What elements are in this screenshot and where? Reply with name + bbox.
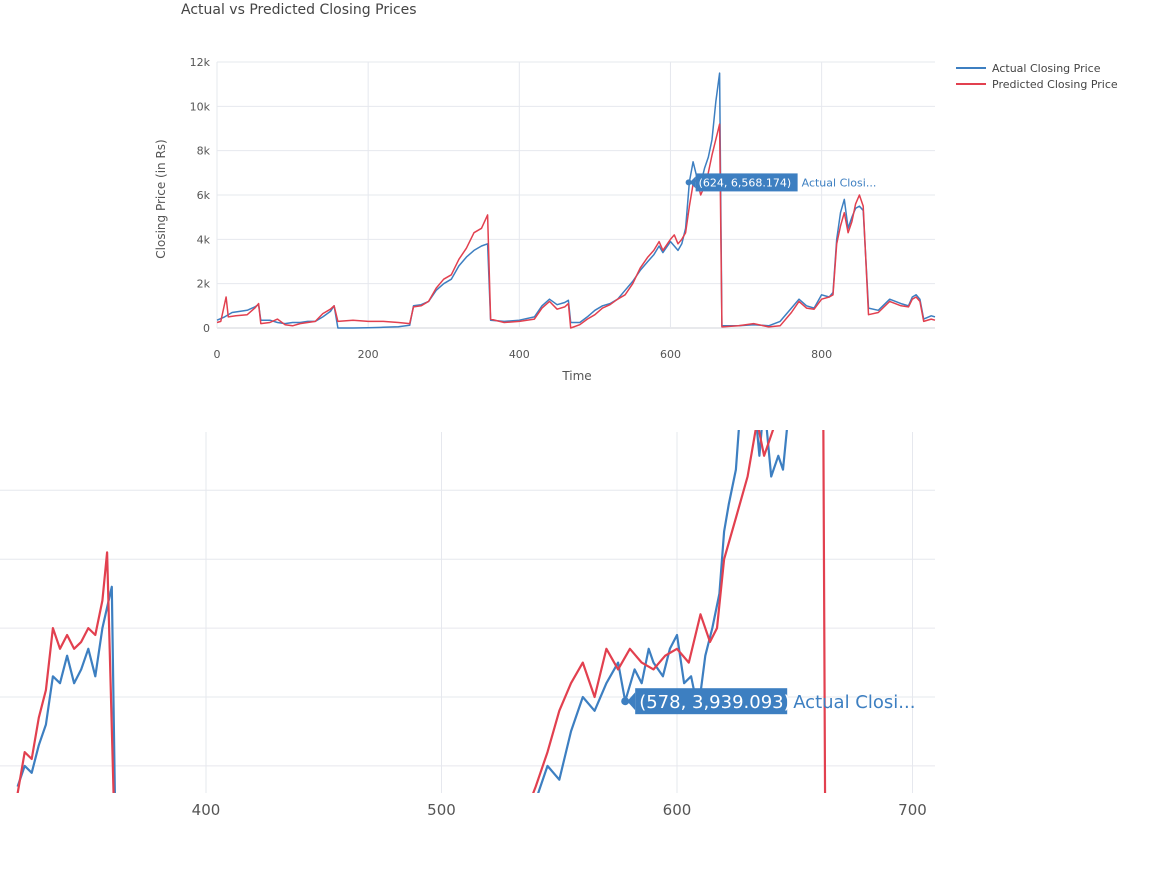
zoomed-x-tick-label: 500 xyxy=(427,801,456,819)
zoomed-series-line-predicted[interactable] xyxy=(512,400,827,869)
y-tick-label: 10k xyxy=(190,100,211,113)
zoomed-hover-tooltip-value: (578, 3,939.093) xyxy=(639,692,790,713)
zoomed-chart-lines xyxy=(16,400,827,872)
y-tick-label: 6k xyxy=(197,189,211,202)
main-chart-x-ticks: 0 200 400 600 800 xyxy=(214,348,833,361)
main-chart-y-ticks: 0 2k 4k 6k 8k 10k 12k xyxy=(190,56,211,335)
zoomed-series-line-actual[interactable] xyxy=(16,585,117,872)
zoomed-chart-annotation: (578, 3,939.093) Actual Closi... xyxy=(621,688,915,715)
hover-tooltip-value: (624, 6,568.174) xyxy=(699,176,792,189)
zoomed-hover-tooltip-box xyxy=(635,688,788,715)
zoomed-hover-tooltip-series: Actual Closi... xyxy=(793,692,915,713)
zoomed-chart[interactable]: 400 500 600 700 (578, 3,939.093) Actual Clos… xyxy=(0,400,1150,872)
series-line-predicted[interactable] xyxy=(216,123,936,329)
y-tick-label: 2k xyxy=(197,278,211,291)
legend-label-predicted: Predicted Closing Price xyxy=(992,78,1118,91)
hover-tooltip-series: Actual Closi... xyxy=(802,176,877,189)
zoomed-x-tick-label: 400 xyxy=(192,801,221,819)
zoomed-chart-grid xyxy=(0,432,935,793)
series-line-actual[interactable] xyxy=(216,72,936,329)
main-chart[interactable]: 0 2k 4k 6k 8k 10k 12k 0 200 400 600 800 (624, 6,56… xyxy=(0,0,1150,400)
main-chart-grid xyxy=(216,61,935,329)
zoomed-hover-point xyxy=(621,697,630,706)
legend: Actual Closing Price Predicted Closing P… xyxy=(956,62,1118,91)
x-tick-label: 600 xyxy=(660,348,681,361)
zoomed-x-tick-label: 600 xyxy=(663,801,692,819)
x-tick-label: 800 xyxy=(811,348,832,361)
y-tick-label: 4k xyxy=(197,233,211,246)
zoomed-series-line-predicted[interactable] xyxy=(16,551,117,872)
hover-tooltip-box xyxy=(695,173,798,192)
y-tick-label: 12k xyxy=(190,56,211,69)
chart-title: Actual vs Predicted Closing Prices xyxy=(181,2,417,18)
x-tick-label: 0 xyxy=(214,348,221,361)
main-chart-annotation: (624, 6,568.174) Actual Closi... xyxy=(685,173,877,192)
y-axis-title: Closing Price (in Rs) xyxy=(154,139,168,258)
zoomed-series-line-actual[interactable] xyxy=(512,400,802,869)
zoomed-chart-x-ticks: 400 500 600 700 xyxy=(192,801,927,819)
x-tick-label: 200 xyxy=(358,348,379,361)
hover-tooltip-arrow xyxy=(689,176,696,189)
hover-point xyxy=(685,179,692,186)
y-tick-label: 8k xyxy=(197,145,211,158)
zoomed-hover-tooltip-arrow xyxy=(627,692,636,711)
y-tick-label: 0 xyxy=(203,322,210,335)
zoomed-x-tick-label: 700 xyxy=(898,801,927,819)
main-chart-lines xyxy=(216,72,936,329)
x-axis-title: Time xyxy=(561,369,591,383)
x-tick-label: 400 xyxy=(509,348,530,361)
legend-label-actual: Actual Closing Price xyxy=(992,62,1101,75)
